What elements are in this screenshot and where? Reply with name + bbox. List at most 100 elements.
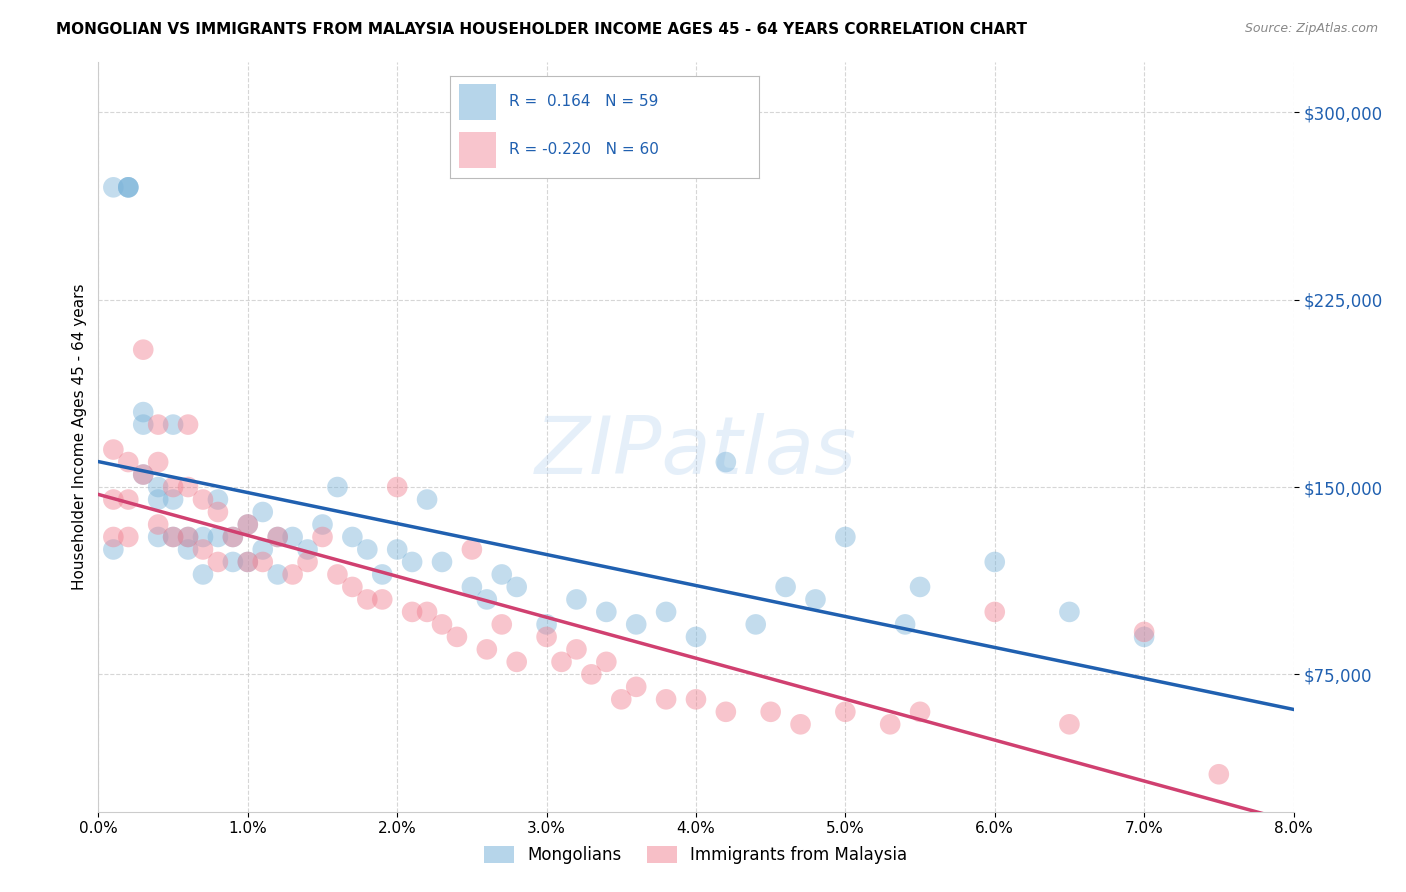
Point [103, 542, 125, 557]
Point [626, 617, 648, 632]
Point [148, 480, 170, 494]
Point [281, 567, 304, 582]
Point [132, 343, 155, 357]
Point [536, 630, 558, 644]
Point [103, 492, 125, 507]
Point [103, 180, 125, 194]
Point [475, 592, 498, 607]
Point [430, 555, 453, 569]
Point [311, 530, 333, 544]
Point [1059, 717, 1081, 731]
Point [461, 580, 484, 594]
Point [326, 567, 349, 582]
Point [252, 542, 274, 557]
Point [148, 492, 170, 507]
Point [1133, 630, 1156, 644]
Point [177, 480, 200, 494]
Point [117, 530, 139, 544]
FancyBboxPatch shape [460, 84, 496, 120]
Point [1208, 767, 1230, 781]
Point [281, 530, 304, 544]
Point [385, 542, 409, 557]
Point [267, 530, 290, 544]
Point [714, 705, 737, 719]
Point [117, 180, 139, 194]
Point [222, 555, 245, 569]
Point [685, 692, 707, 706]
Point [148, 530, 170, 544]
Point [984, 605, 1007, 619]
Point [1133, 624, 1156, 639]
Point [908, 705, 931, 719]
Point [1059, 605, 1081, 619]
Point [834, 530, 856, 544]
Point [117, 180, 139, 194]
Point [581, 667, 603, 681]
Point [162, 417, 184, 432]
FancyBboxPatch shape [460, 132, 496, 168]
Point [177, 542, 200, 557]
Text: MONGOLIAN VS IMMIGRANTS FROM MALAYSIA HOUSEHOLDER INCOME AGES 45 - 64 YEARS CORR: MONGOLIAN VS IMMIGRANTS FROM MALAYSIA HO… [56, 22, 1028, 37]
Point [430, 617, 453, 632]
Text: R =  0.164   N = 59: R = 0.164 N = 59 [509, 95, 658, 110]
Point [775, 580, 797, 594]
Point [626, 680, 648, 694]
Point [148, 517, 170, 532]
Point [984, 555, 1007, 569]
Point [252, 505, 274, 519]
Point [207, 555, 229, 569]
Point [685, 630, 707, 644]
Point [461, 542, 484, 557]
Point [326, 480, 349, 494]
Point [759, 705, 782, 719]
Point [162, 530, 184, 544]
Point [236, 517, 259, 532]
Point [177, 417, 200, 432]
Point [162, 480, 184, 494]
Point [222, 530, 245, 544]
Point [162, 492, 184, 507]
Point [894, 617, 917, 632]
Point [655, 605, 678, 619]
Point [416, 492, 439, 507]
Text: Source: ZipAtlas.com: Source: ZipAtlas.com [1244, 22, 1378, 36]
Point [342, 580, 364, 594]
Point [356, 542, 378, 557]
Text: R = -0.220   N = 60: R = -0.220 N = 60 [509, 142, 658, 157]
Point [207, 492, 229, 507]
Point [475, 642, 498, 657]
Point [117, 180, 139, 194]
Point [236, 517, 259, 532]
Point [655, 692, 678, 706]
Legend: Mongolians, Immigrants from Malaysia: Mongolians, Immigrants from Malaysia [478, 839, 914, 871]
Point [401, 605, 423, 619]
Point [595, 605, 617, 619]
Point [207, 530, 229, 544]
Point [745, 617, 768, 632]
Point [834, 705, 856, 719]
Point [191, 567, 214, 582]
Point [385, 480, 409, 494]
Point [804, 592, 827, 607]
Point [491, 617, 513, 632]
Point [416, 605, 439, 619]
Point [191, 492, 214, 507]
Point [565, 592, 588, 607]
Point [506, 655, 529, 669]
Point [207, 505, 229, 519]
Point [550, 655, 572, 669]
Point [446, 630, 468, 644]
Point [162, 530, 184, 544]
Point [132, 467, 155, 482]
Point [595, 655, 617, 669]
Point [342, 530, 364, 544]
Point [117, 492, 139, 507]
Point [177, 530, 200, 544]
Point [222, 530, 245, 544]
Point [267, 567, 290, 582]
Point [103, 442, 125, 457]
Point [610, 692, 633, 706]
Point [177, 530, 200, 544]
Point [536, 617, 558, 632]
Point [297, 542, 319, 557]
